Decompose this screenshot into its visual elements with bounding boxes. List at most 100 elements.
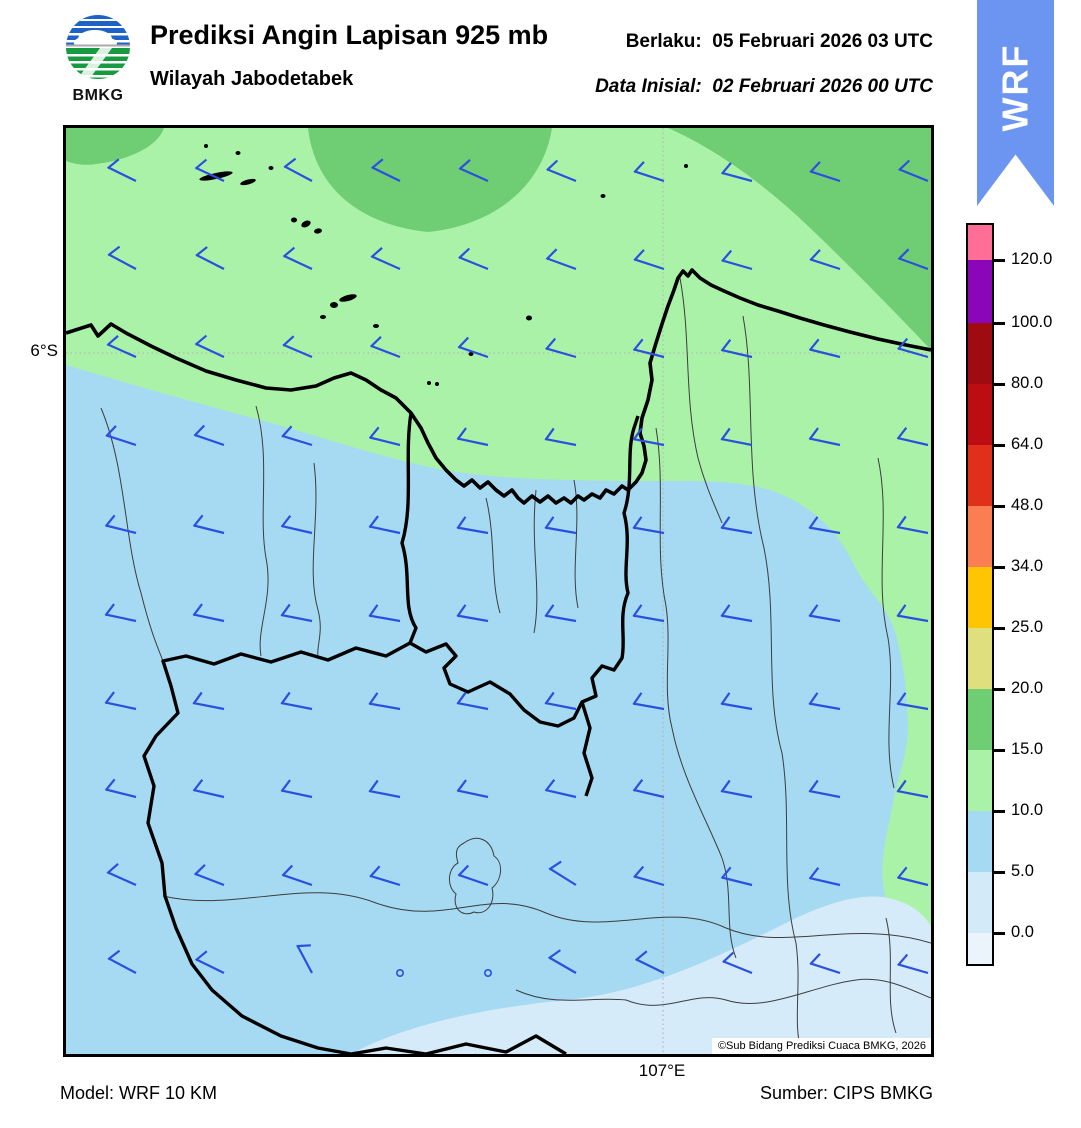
colorbar-segment [968,872,992,933]
wind-barb [368,692,401,711]
admin-boundary-thin [655,427,737,959]
colorbar-segment [968,628,992,689]
wind-barb [456,427,489,447]
wind-barb [282,246,313,270]
colorbar-tick-label: 120.0 [1011,250,1053,269]
wind-barb [809,953,841,975]
island [240,178,256,186]
wind-barb [280,515,313,535]
wind-barb [808,692,841,711]
province-boundary-thick [142,641,567,1056]
wind-barb [192,779,225,799]
colorbar-segment [968,225,992,260]
coastline [65,268,932,505]
island [339,294,357,302]
wind-barb [368,426,401,447]
island [235,151,241,155]
wind-barb [193,864,225,887]
wind-barb [194,334,225,358]
wind-barb [720,427,753,447]
init-time-label: Data Inisial: [595,76,702,97]
wind-barb [544,516,577,535]
region-dark-green [308,128,552,232]
region-dark-green [66,128,164,165]
colorbar: 120.0 100.0 80.0 64.0 48.0 34.0 25.0 20.0 15.0 10… [966,223,1081,966]
wind-barb [106,863,137,887]
wind-barb [456,691,489,711]
admin-boundary-thin [255,405,269,657]
init-time-value: 02 Februari 2026 00 UTC [712,76,933,97]
colorbar-segment [968,323,992,384]
colorbar-segment [968,750,992,811]
province-boundary-thick [580,701,594,797]
colorbar-tick [994,626,1005,630]
page-subtitle: Wilayah Jabodetabek [150,68,354,90]
wind-barb [632,338,665,359]
wrf-ribbon-label: WRF [994,43,1036,132]
wind-barb [458,247,489,271]
colorbar-tick [994,809,1005,813]
init-time: Data Inisial: 02 Februari 2026 00 UTC [595,76,933,98]
wind-barb [896,604,929,623]
island [204,144,208,148]
wind-barb [106,335,137,359]
wind-barb [897,337,929,359]
island [320,315,326,319]
colorbar-segment [968,689,992,750]
colorbar-segment [968,567,992,628]
wind-barb [635,950,665,974]
wind-barb [369,865,401,887]
wind-barb [280,779,313,799]
colorbar-tick-label: 15.0 [1011,740,1044,759]
colorbar-tick [994,565,1005,569]
colorbar-tick-label: 0.0 [1011,923,1034,942]
colorbar-scale [966,223,994,966]
colorbar-tick-label: 5.0 [1011,862,1034,881]
wind-barb [720,339,753,359]
admin-boundary-thin [485,497,501,614]
wind-barb [546,159,577,183]
admin-boundary-thin [312,462,321,659]
colorbar-segment [968,811,992,872]
wind-barb [192,603,225,623]
wind-barb [368,779,401,799]
colorbar-tick-label: 25.0 [1011,618,1044,637]
colorbar-tick-label: 100.0 [1011,313,1053,332]
admin-boundary-thin [573,479,579,609]
wind-barb [104,778,137,799]
admin-boundary-thin [100,407,164,662]
wind-barb [896,779,929,799]
wind-barb [633,249,665,271]
wrf-ribbon: WRF [977,0,1054,206]
colorbar-tick-label: 20.0 [1011,679,1044,698]
colorbar-tick-label: 34.0 [1011,557,1044,576]
wind-barb [896,866,929,887]
wind-barb [633,865,665,887]
wind-barb [720,692,753,711]
admin-boundary-thin [449,838,501,915]
valid-time-value: 05 Februari 2026 03 UTC [712,31,933,52]
wind-barb [456,604,489,623]
colorbar-tick-label: 48.0 [1011,496,1044,515]
wind-barb [632,427,665,447]
island [684,164,688,168]
colorbar-tick [994,258,1005,262]
wind-barb [195,246,225,270]
colorbar-tick [994,748,1005,752]
wind-barb [898,159,929,183]
colorbar-tick [994,382,1005,386]
longitude-label: 107°E [638,1061,686,1080]
admin-boundary-thin [679,277,723,524]
wind-barb [720,866,753,887]
bmkg-logo-icon [66,15,130,79]
colorbar-tick-label: 80.0 [1011,374,1044,393]
wind-barb [720,516,753,535]
wind-barb [548,949,577,974]
wind-barb [104,514,137,535]
map-svg [65,128,932,1056]
source-label: Sumber: CIPS BMKG [759,1083,933,1103]
colorbar-segment [968,260,992,323]
island [268,166,274,170]
colorbar-segment [968,445,992,506]
wind-barb [457,864,489,887]
